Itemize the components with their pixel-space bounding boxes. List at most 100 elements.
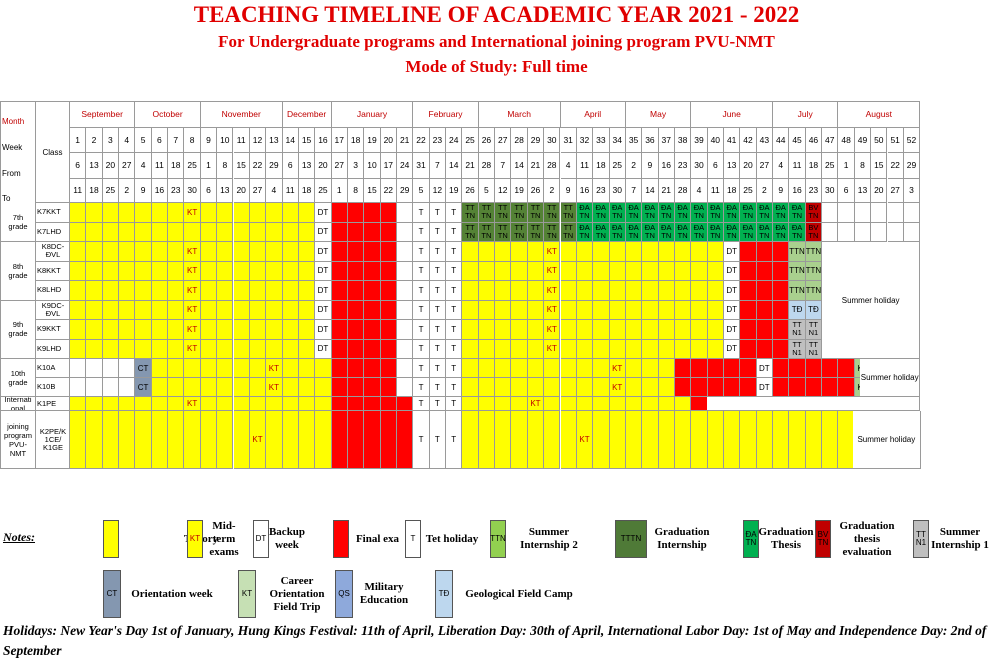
schedule-cell bbox=[217, 339, 234, 359]
schedule-cell: KT bbox=[249, 411, 267, 469]
schedule-cell bbox=[773, 320, 790, 340]
week-to-day: 30 bbox=[609, 179, 626, 203]
schedule-cell bbox=[102, 339, 120, 359]
week-number: 30 bbox=[544, 128, 561, 153]
schedule-cell: DT bbox=[315, 261, 332, 281]
schedule-cell bbox=[560, 378, 577, 397]
schedule-cell bbox=[773, 378, 790, 397]
schedule-cell: ĐA TN bbox=[674, 222, 692, 242]
schedule-cell bbox=[511, 261, 528, 281]
schedule-cell bbox=[249, 378, 267, 397]
schedule-cell: T bbox=[446, 300, 463, 320]
midterm-swatch: KT bbox=[187, 520, 203, 558]
schedule-cell bbox=[691, 339, 708, 359]
schedule-cell bbox=[576, 281, 594, 301]
week-from-day: 15 bbox=[233, 153, 250, 179]
schedule-cell bbox=[560, 411, 577, 469]
schedule-cell bbox=[478, 359, 496, 378]
week-from-day: 14 bbox=[511, 153, 528, 179]
schedule-cell bbox=[135, 203, 152, 223]
class-code: K9LHD bbox=[36, 339, 70, 359]
schedule-cell bbox=[805, 411, 823, 469]
schedule-cell: T bbox=[413, 261, 430, 281]
schedule-cell bbox=[756, 242, 774, 262]
month-header: May bbox=[625, 101, 692, 128]
schedule-cell bbox=[658, 359, 675, 378]
schedule-cell bbox=[298, 411, 316, 469]
schedule-cell bbox=[707, 411, 724, 469]
summer-internship-1-swatch: TT N1 bbox=[913, 520, 929, 558]
week-to-day: 13 bbox=[854, 179, 872, 203]
schedule-cell bbox=[151, 242, 169, 262]
schedule-cell bbox=[233, 261, 250, 281]
schedule-cell bbox=[70, 359, 87, 378]
week-number: 5 bbox=[135, 128, 152, 153]
schedule-cell bbox=[70, 242, 87, 262]
schedule-cell bbox=[756, 339, 774, 359]
week-from-day: 25 bbox=[184, 153, 201, 179]
schedule-cell bbox=[609, 320, 626, 340]
schedule-cell bbox=[397, 320, 414, 340]
schedule-cell bbox=[903, 203, 921, 223]
schedule-cell bbox=[102, 320, 120, 340]
schedule-cell bbox=[691, 281, 708, 301]
schedule-cell bbox=[347, 411, 365, 469]
schedule-cell bbox=[249, 261, 267, 281]
week-number: 45 bbox=[789, 128, 806, 153]
schedule-cell bbox=[86, 281, 103, 301]
schedule-cell bbox=[674, 378, 692, 397]
schedule-cell bbox=[478, 281, 496, 301]
schedule-cell bbox=[331, 281, 348, 301]
week-number: 22 bbox=[413, 128, 430, 153]
week-number: 16 bbox=[315, 128, 332, 153]
schedule-cell bbox=[135, 222, 152, 242]
schedule-cell bbox=[70, 378, 87, 397]
schedule-cell bbox=[298, 359, 316, 378]
schedule-cell bbox=[724, 378, 741, 397]
schedule-cell: CT bbox=[135, 359, 152, 378]
schedule-cell bbox=[380, 411, 397, 469]
schedule-cell bbox=[364, 339, 381, 359]
schedule-cell bbox=[151, 300, 169, 320]
schedule-cell: KT bbox=[576, 411, 594, 469]
week-number: 52 bbox=[903, 128, 921, 153]
orientation-week-swatch: CT bbox=[103, 570, 121, 618]
schedule-cell bbox=[135, 281, 152, 301]
schedule-cell bbox=[86, 261, 103, 281]
schedule-cell bbox=[642, 397, 659, 411]
week-to-day: 25 bbox=[102, 179, 120, 203]
week-number: 48 bbox=[838, 128, 855, 153]
schedule-cell bbox=[102, 242, 120, 262]
schedule-cell bbox=[233, 242, 250, 262]
schedule-cell bbox=[822, 359, 839, 378]
blank-area bbox=[706, 397, 921, 411]
schedule-cell bbox=[511, 242, 528, 262]
week-number: 23 bbox=[429, 128, 447, 153]
week-from-day: 31 bbox=[413, 153, 430, 179]
schedule-cell bbox=[298, 339, 316, 359]
graduation-internship-swatch: TTTN bbox=[615, 520, 647, 558]
week-number: 9 bbox=[200, 128, 218, 153]
month-header: August bbox=[838, 101, 921, 128]
schedule-cell bbox=[593, 300, 610, 320]
week-to-day: 9 bbox=[135, 179, 152, 203]
schedule-cell: T bbox=[446, 359, 463, 378]
schedule-cell bbox=[560, 397, 577, 411]
week-number: 27 bbox=[495, 128, 512, 153]
schedule-cell bbox=[495, 397, 512, 411]
week-number: 24 bbox=[446, 128, 463, 153]
week-from-day: 30 bbox=[691, 153, 708, 179]
week-number: 35 bbox=[625, 128, 643, 153]
schedule-cell bbox=[102, 300, 120, 320]
schedule-cell bbox=[151, 261, 169, 281]
month-header: December bbox=[282, 101, 332, 128]
schedule-cell bbox=[560, 339, 577, 359]
schedule-cell bbox=[282, 339, 299, 359]
month-header: June bbox=[691, 101, 774, 128]
schedule-cell bbox=[364, 411, 381, 469]
week-number: 44 bbox=[773, 128, 790, 153]
schedule-cell bbox=[625, 411, 643, 469]
schedule-cell bbox=[217, 261, 234, 281]
